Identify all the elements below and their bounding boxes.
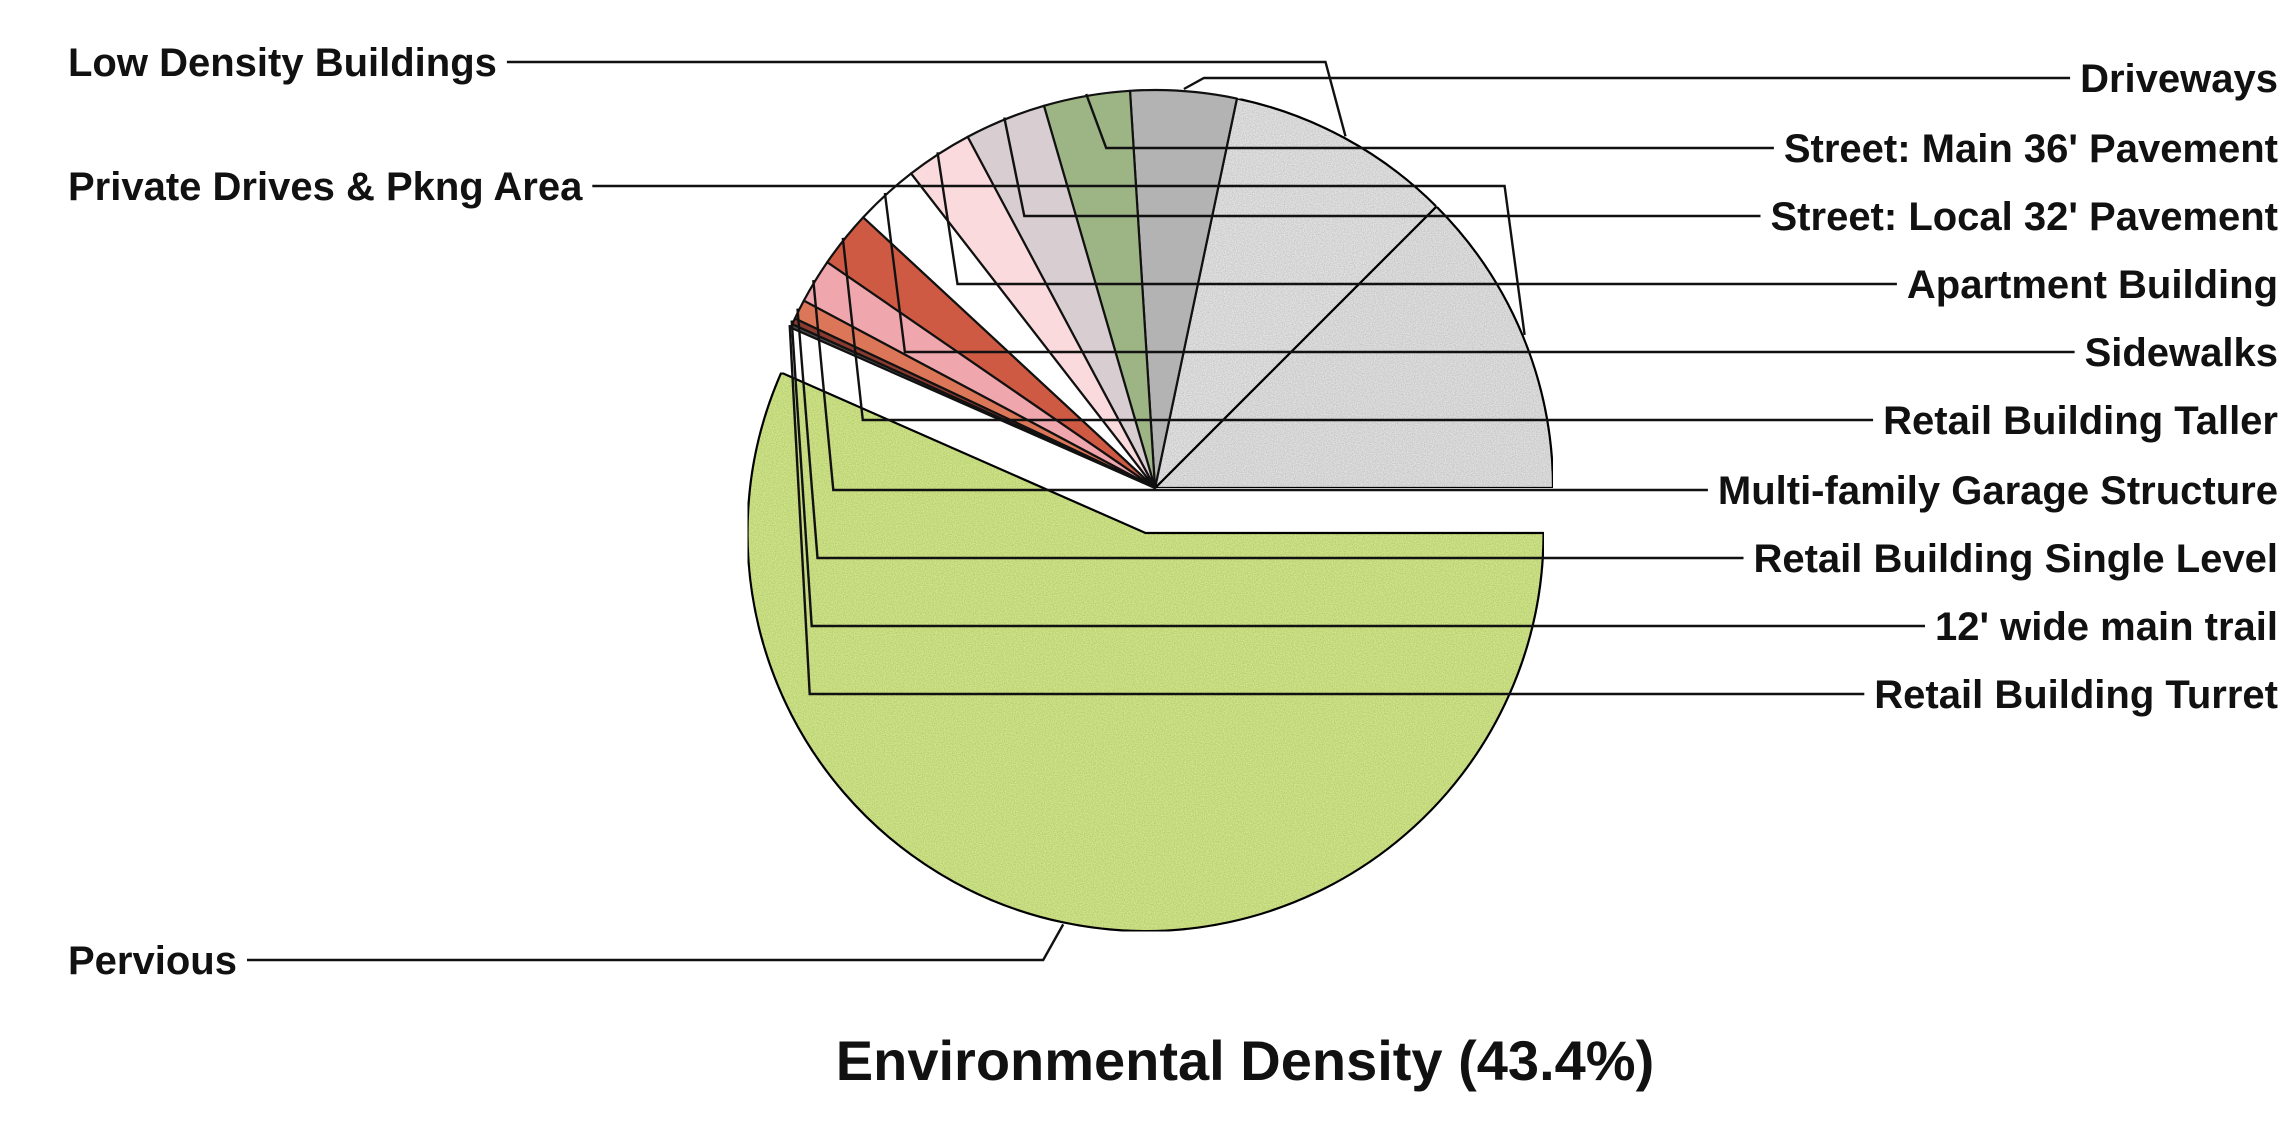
leader-line-pervious	[247, 923, 1065, 962]
pie-slice-low-density-buildings	[1153, 97, 1438, 490]
leader-line-retail-building-taller	[841, 237, 1874, 422]
slice-label-retail-building-single-level: Retail Building Single Level	[1753, 537, 2278, 581]
leader-line-private-drives-pkng-area	[592, 184, 1526, 336]
slice-label-sidewalks: Sidewalks	[2085, 331, 2278, 375]
slice-label-12-wide-main-trail: 12' wide main trail	[1935, 605, 2278, 649]
pie-slice-pervious	[746, 371, 1545, 933]
slice-label-pervious: Pervious	[68, 939, 237, 983]
slice-label-private-drives-pkng-area: Private Drives & Pkng Area	[68, 165, 583, 209]
slice-label-retail-building-taller: Retail Building Taller	[1883, 399, 2278, 443]
slice-label-low-density-buildings: Low Density Buildings	[68, 41, 497, 85]
slice-label-retail-building-turret: Retail Building Turret	[1874, 673, 2278, 717]
slice-label-driveways: Driveways	[2080, 57, 2278, 101]
slice-label-street-local-32-pavement: Street: Local 32' Pavement	[1771, 195, 2279, 239]
slice-label-multi-family-garage-structure: Multi-family Garage Structure	[1718, 469, 2278, 513]
leader-line-street-local-32-pavement	[1003, 117, 1761, 218]
leader-line-apartment-building	[936, 152, 1897, 286]
leader-line-12-wide-main-trail	[790, 320, 1925, 628]
leader-line-sidewalks	[883, 192, 2075, 354]
leader-line-driveways	[1183, 76, 2071, 91]
leader-line-retail-building-turret	[788, 325, 1865, 696]
leader-lines	[247, 60, 2075, 962]
slice-label-apartment-building: Apartment Building	[1907, 263, 2278, 307]
pie-slice-private-drives-pkng-area	[1153, 205, 1555, 490]
leader-line-low-density-buildings	[506, 60, 1347, 137]
pie-slices	[746, 88, 1555, 933]
leader-line-multi-family-garage-structure	[812, 279, 1708, 492]
slice-labels: Driveways Street: Main 36' Pavement Street…	[68, 41, 2278, 983]
leader-line-street-main-36-pavement	[1085, 93, 1774, 150]
chart-title: Environmental Density (43.4%)	[836, 1029, 1654, 1092]
slice-label-street-main-36-pavement: Street: Main 36' Pavement	[1784, 127, 2278, 171]
leader-line-retail-building-single-level	[796, 308, 1744, 560]
